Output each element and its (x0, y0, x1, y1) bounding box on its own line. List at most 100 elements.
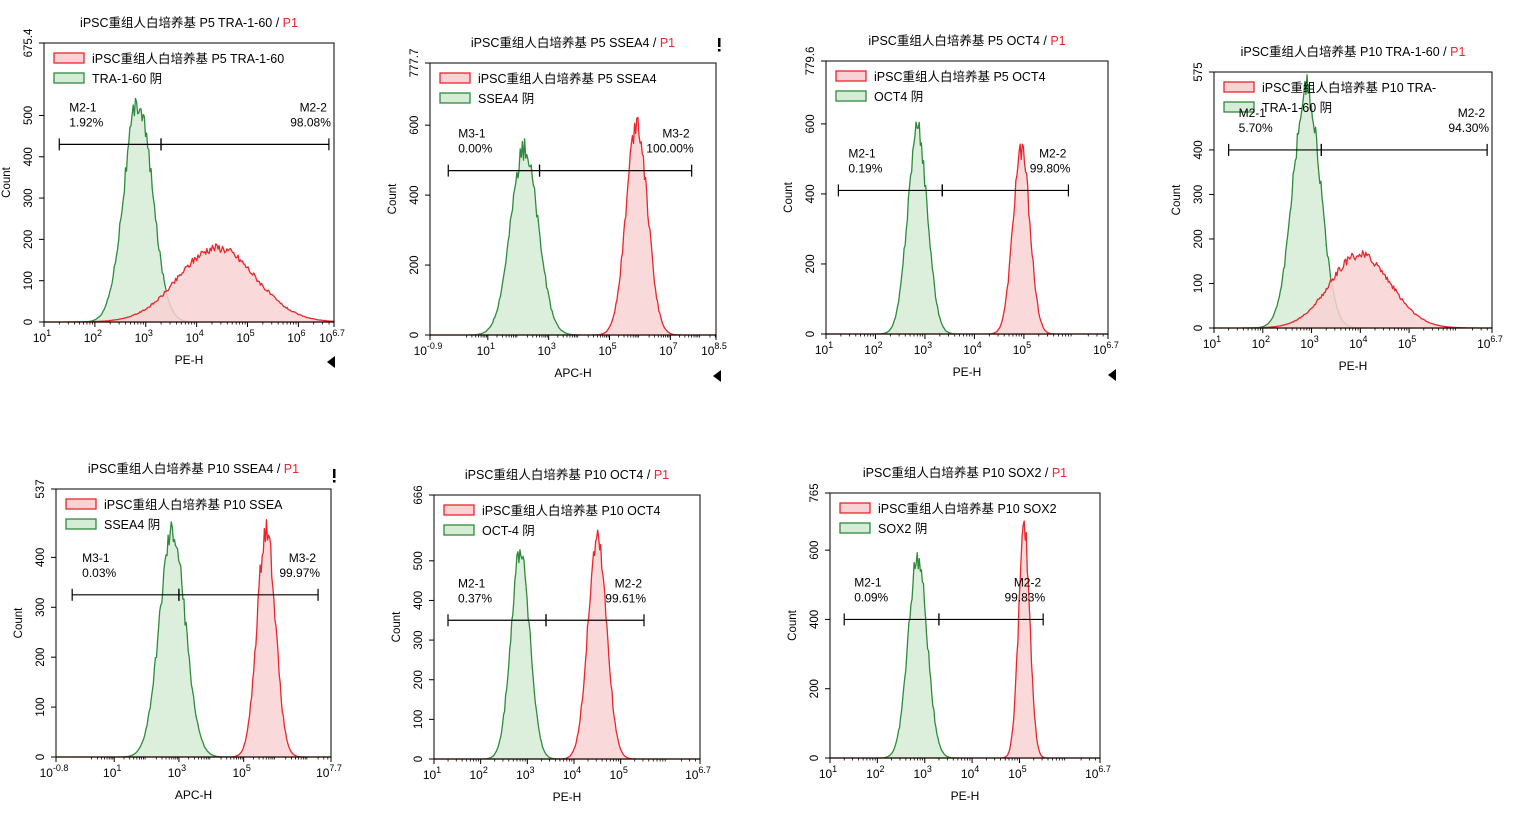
panel-title: iPSC重组人白培养基 P10 SOX2 / P1 (863, 465, 1067, 480)
x-tick-label: 101 (1203, 334, 1221, 351)
x-axis-label: PE-H (1339, 359, 1368, 373)
x-tick-label: 105 (236, 328, 254, 345)
x-tick-label: 106.7 (1085, 764, 1111, 781)
x-tick-label: 102 (866, 764, 884, 781)
x-tick-label: 102 (469, 765, 487, 782)
legend-label: OCT4 阴 (874, 90, 923, 104)
histogram-panel-1: iPSC重组人白培养基 P5 TRA-1-60 / P1 0 100 200 300 40… (1, 15, 345, 368)
y-tick-label: 200 (805, 254, 817, 273)
y-tick-label: 0 (413, 756, 425, 762)
histogram-panel-3: iPSC重组人白培养基 P5 OCT4 / P1 0 200 400 600 779.6 C… (783, 33, 1119, 381)
legend-swatch (835, 70, 867, 82)
legend-label: TRA-1-60 阴 (92, 72, 162, 86)
y-tick-label: 100 (1193, 274, 1205, 293)
legend-swatch (1223, 81, 1255, 93)
positive-histogram (1213, 250, 1493, 329)
x-axis-label: APC-H (175, 788, 212, 802)
y-tick-label: 0 (809, 755, 821, 761)
x-tick-label: 103 (168, 763, 186, 780)
gate-percent: 0.09% (854, 590, 888, 604)
y-tick-label: 200 (23, 230, 35, 249)
y-tick-label: 537 (35, 479, 47, 498)
x-tick-label: 101 (423, 765, 441, 782)
x-tick-label: 103 (914, 764, 932, 781)
positive-histogram (433, 529, 701, 760)
y-axis-label: Count (783, 181, 795, 212)
x-tick-label: 105 (1013, 340, 1031, 357)
x-tick-label: 107.7 (316, 763, 342, 780)
y-tick-label: 0 (23, 319, 35, 325)
gate-percent: 5.70% (1239, 121, 1273, 135)
y-tick-label: 200 (809, 679, 821, 698)
x-axis-label: APC-H (554, 366, 591, 380)
y-axis-label: Count (391, 611, 403, 642)
y-tick-label: 765 (809, 483, 821, 502)
y-tick-label: 500 (413, 551, 425, 570)
gate-percent: 1.92% (69, 115, 103, 129)
y-tick-label: 400 (413, 591, 425, 610)
legend-swatch (65, 498, 97, 510)
y-tick-label: 200 (413, 670, 425, 689)
legend-label: iPSC重组人白培养基 P5 TRA-1-60 (92, 51, 284, 66)
gate-name: M2-2 (300, 100, 328, 114)
plot-frame (55, 488, 332, 758)
y-tick-label: 500 (23, 106, 35, 125)
legend-label: iPSC重组人白培养基 P10 SOX2 (878, 501, 1057, 516)
y-tick-label: 400 (809, 610, 821, 629)
x-axis-label: PE-H (175, 353, 204, 367)
y-tick-label: 0 (805, 331, 817, 337)
gate-name: M2-2 (1039, 146, 1067, 160)
y-tick-label: 300 (1193, 185, 1205, 204)
legend-swatch (439, 72, 471, 84)
legend-swatch (439, 92, 471, 104)
gate-percent: 0.03% (82, 566, 116, 580)
x-tick-label: 103 (537, 341, 555, 358)
legend-swatch (1223, 101, 1255, 113)
legend-label: SSEA4 阴 (478, 92, 534, 106)
x-tick-label: 103 (135, 328, 153, 345)
plot-frame (825, 60, 1109, 335)
y-tick-label: 675.4 (23, 28, 35, 57)
y-tick-label: 777.7 (409, 49, 421, 78)
legend-swatch (839, 522, 871, 534)
y-axis-label: Count (1171, 184, 1183, 215)
y-tick-label: 100 (23, 271, 35, 290)
x-tick-label: 108.5 (701, 341, 727, 358)
y-tick-label: 300 (35, 598, 47, 617)
gate-percent: 0.37% (458, 591, 492, 605)
gate-percent: 100.00% (646, 142, 694, 156)
x-tick-label: 105 (609, 765, 627, 782)
panel-title: iPSC重组人白培养基 P10 OCT4 / P1 (465, 467, 669, 482)
x-axis-label: PE-H (953, 365, 982, 379)
gate-name: M2-1 (458, 576, 486, 590)
legend-swatch (443, 504, 475, 516)
x-tick-label: 103 (516, 765, 534, 782)
x-axis-label: PE-H (951, 789, 980, 803)
gate-name: M2-1 (69, 100, 97, 114)
legend-label: OCT-4 阴 (482, 524, 535, 538)
x-tick-label: 10-0.9 (414, 341, 443, 358)
legend-label: iPSC重组人白培养基 P10 TRA- (1262, 80, 1436, 95)
gate-percent: 99.61% (605, 591, 646, 605)
x-tick-label: 104 (185, 328, 203, 345)
y-tick-label: 100 (413, 710, 425, 729)
gate-name: M3-2 (289, 551, 317, 565)
y-tick-label: 400 (805, 184, 817, 203)
legend-label: iPSC重组人白培养基 P10 OCT4 (482, 503, 661, 518)
panel-title: iPSC重组人白培养基 P5 OCT4 / P1 (868, 33, 1065, 48)
y-tick-label: 400 (35, 548, 47, 567)
y-tick-label: 400 (409, 186, 421, 205)
negative-histogram (429, 138, 717, 336)
y-tick-label: 666 (413, 485, 425, 504)
exclamation-mark-icon (333, 469, 336, 478)
x-tick-label: 106.7 (1093, 340, 1119, 357)
x-tick-label: 104 (563, 765, 581, 782)
gate-name: M3-1 (458, 127, 486, 141)
y-tick-label: 575 (1193, 62, 1205, 81)
scroll-triangle-icon (1108, 369, 1116, 381)
y-axis-label: Count (787, 609, 799, 640)
y-axis-label: Count (13, 607, 25, 638)
legend-swatch (65, 518, 97, 530)
gate-name: M3-2 (662, 127, 690, 141)
